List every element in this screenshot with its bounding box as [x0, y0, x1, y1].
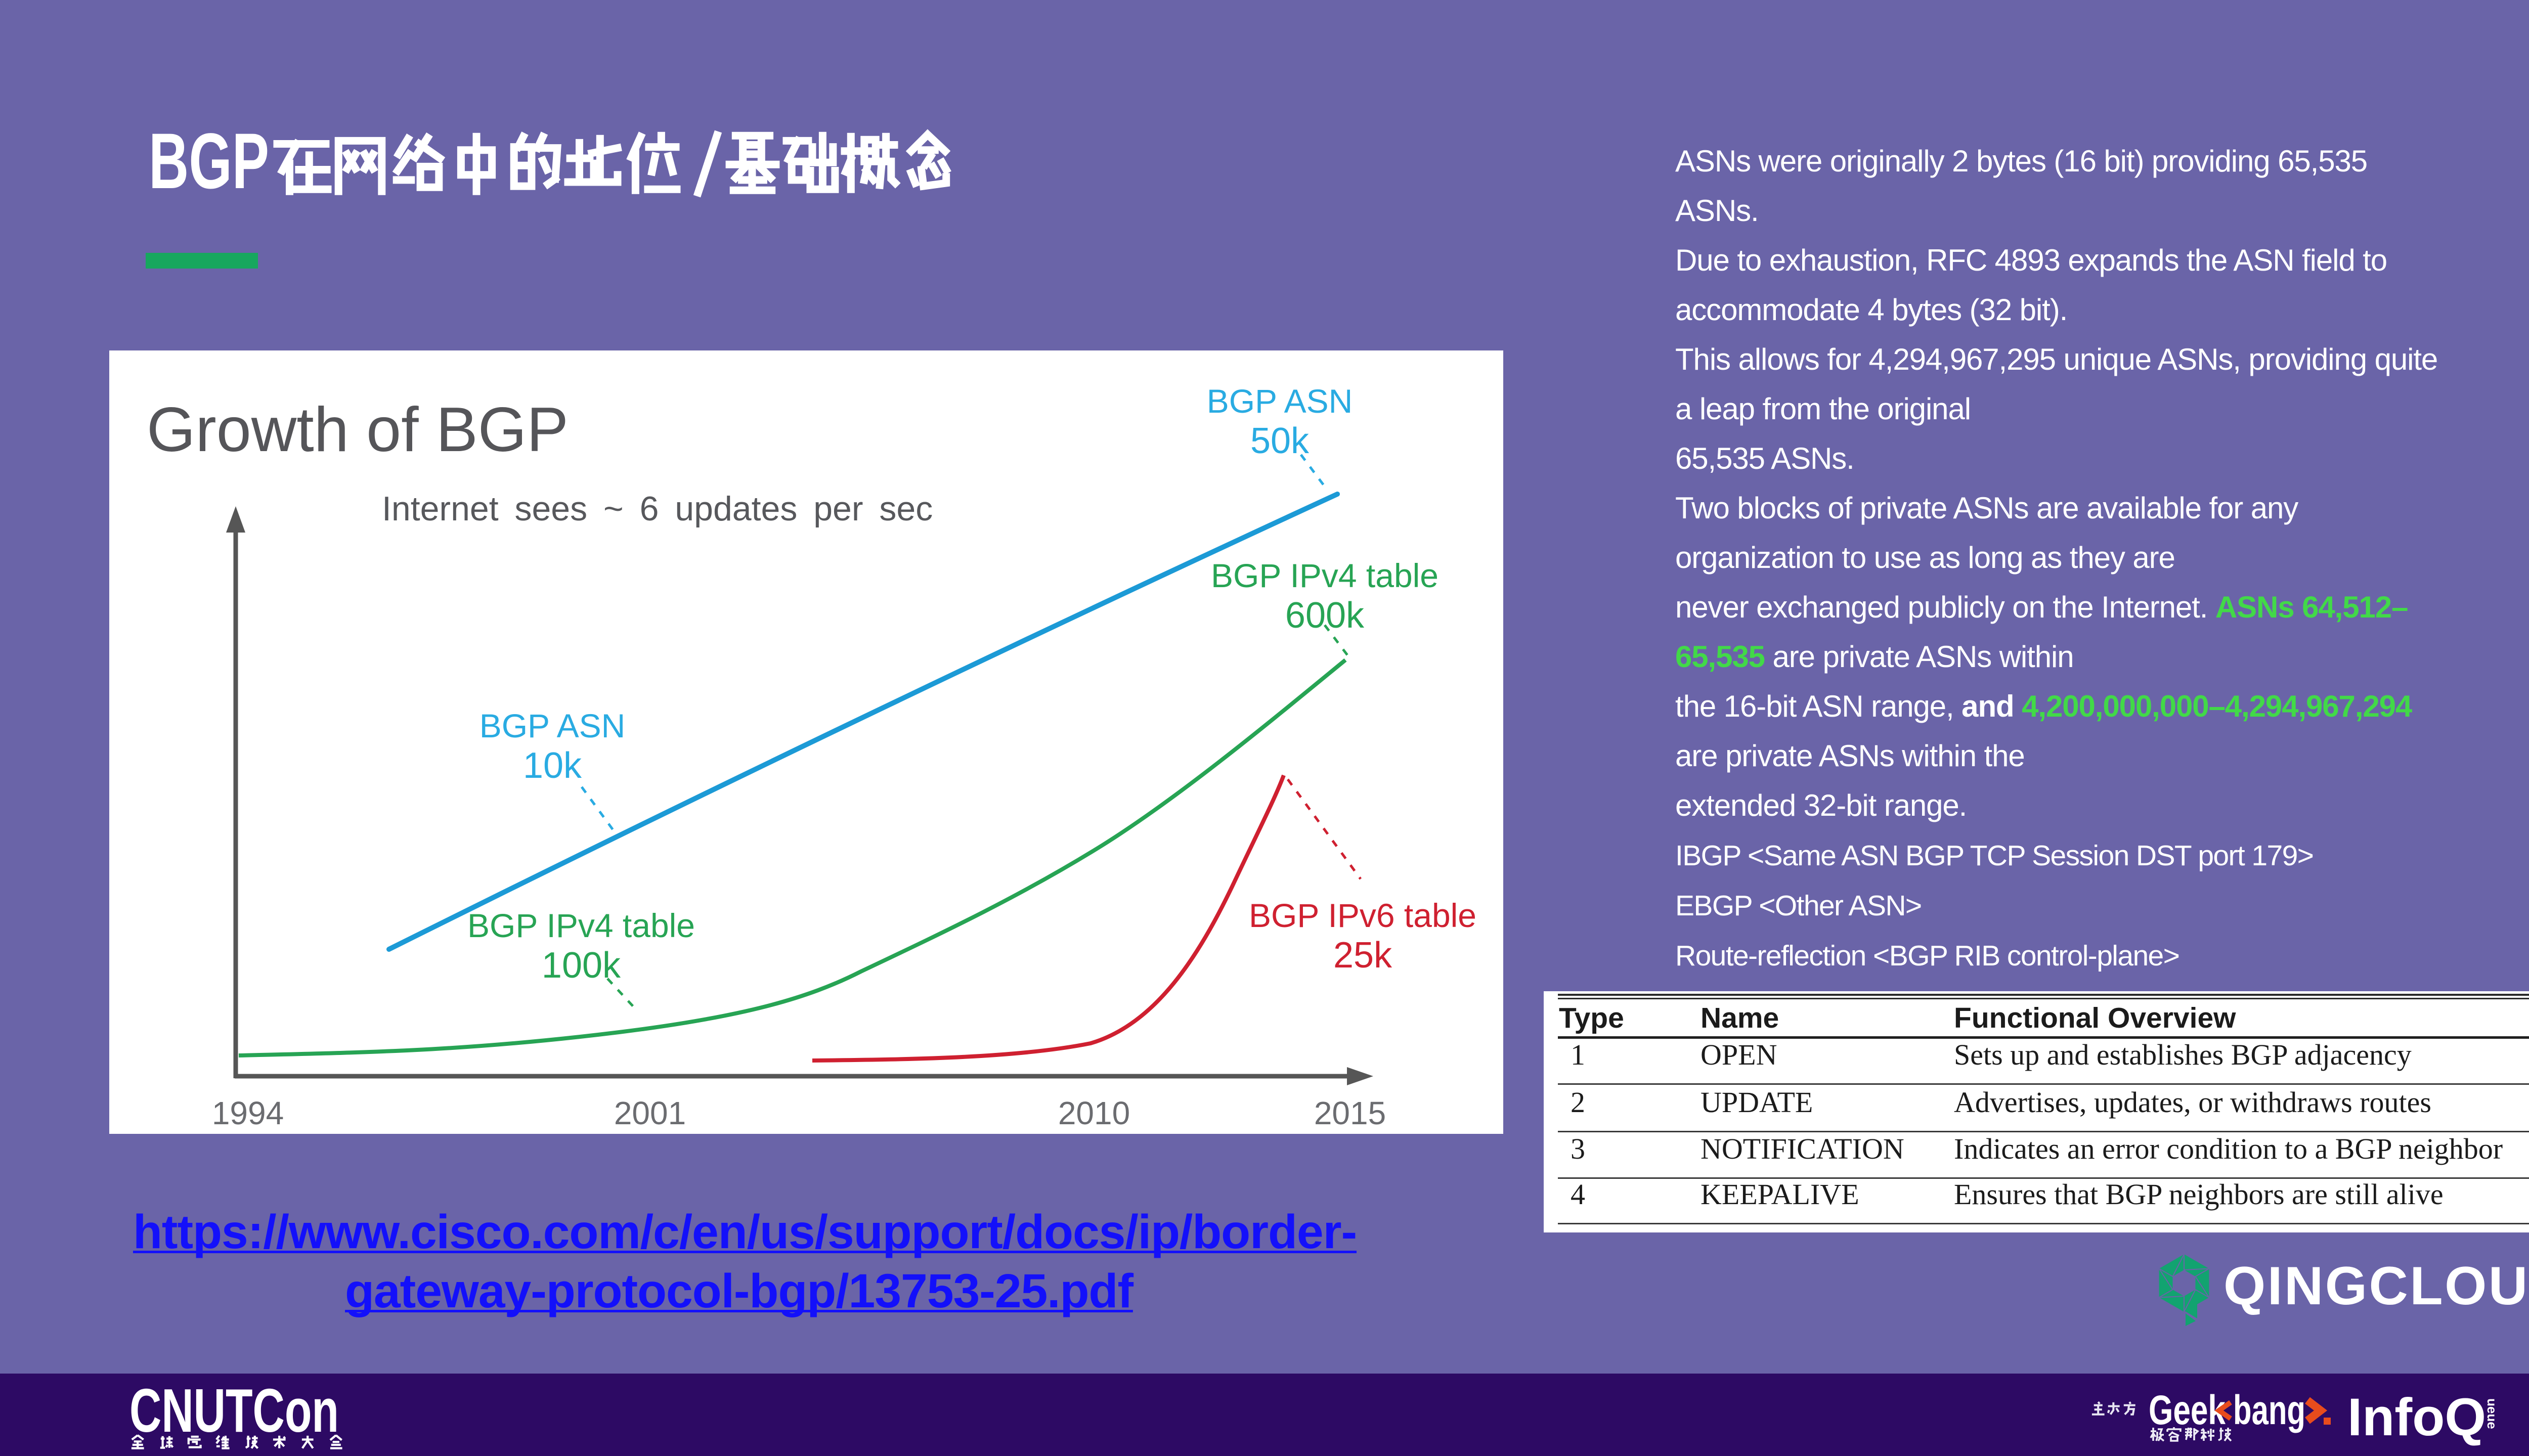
svg-text:2015: 2015	[1314, 1095, 1386, 1131]
svg-text:bang: bang	[2233, 1387, 2305, 1433]
svg-text:ueue: ueue	[2484, 1398, 2500, 1429]
svg-text:Internet sees ~ 6 updates per: Internet sees ~ 6 updates per sec	[382, 490, 933, 528]
svg-text:Type: Type	[1559, 1002, 1624, 1034]
svg-text:BGP ASN: BGP ASN	[479, 707, 626, 744]
svg-text:Sets up and establishes BGP ad: Sets up and establishes BGP adjacency	[1954, 1038, 2412, 1071]
svg-text:BGP IPv4 table: BGP IPv4 table	[467, 907, 695, 944]
svg-text:2: 2	[1571, 1086, 1585, 1119]
svg-text:2010: 2010	[1058, 1095, 1130, 1131]
svg-text:InfoQ: InfoQ	[2347, 1388, 2486, 1447]
svg-text:KEEPALIVE: KEEPALIVE	[1700, 1178, 1859, 1211]
svg-text:2001: 2001	[614, 1095, 686, 1131]
svg-text:BGP: BGP	[149, 117, 269, 205]
svg-text:Functional Overview: Functional Overview	[1954, 1002, 2236, 1034]
svg-text:1: 1	[1571, 1038, 1585, 1071]
svg-text:3: 3	[1571, 1132, 1585, 1165]
svg-text:Advertises, updates, or withdr: Advertises, updates, or withdraws routes	[1954, 1086, 2431, 1119]
svg-text:NOTIFICATION: NOTIFICATION	[1700, 1132, 1904, 1165]
svg-text:10k: 10k	[523, 745, 582, 786]
svg-text:BGP IPv6 table: BGP IPv6 table	[1249, 897, 1476, 934]
svg-text:BGP ASN: BGP ASN	[1207, 382, 1353, 420]
svg-text:50k: 50k	[1250, 421, 1310, 461]
svg-text:25k: 25k	[1333, 935, 1392, 976]
svg-text:1994: 1994	[212, 1095, 284, 1131]
svg-text:OPEN: OPEN	[1700, 1038, 1777, 1071]
svg-text:BGP IPv4 table: BGP IPv4 table	[1211, 557, 1438, 594]
svg-text:Geek: Geek	[2149, 1387, 2226, 1433]
svg-text:4: 4	[1571, 1178, 1585, 1211]
svg-text:CNUTCon: CNUTCon	[129, 1378, 339, 1445]
svg-text:Indicates an error condition t: Indicates an error condition to a BGP ne…	[1954, 1132, 2503, 1165]
svg-text:Growth of BGP: Growth of BGP	[147, 395, 569, 465]
svg-text:Ensures that BGP neighbors are: Ensures that BGP neighbors are still ali…	[1954, 1178, 2444, 1211]
svg-text:QINGCLOUD: QINGCLOUD	[2223, 1255, 2529, 1316]
svg-text:100k: 100k	[542, 945, 621, 986]
svg-text:UPDATE: UPDATE	[1700, 1086, 1813, 1119]
svg-text:600k: 600k	[1285, 595, 1365, 636]
svg-text:Name: Name	[1700, 1002, 1779, 1034]
